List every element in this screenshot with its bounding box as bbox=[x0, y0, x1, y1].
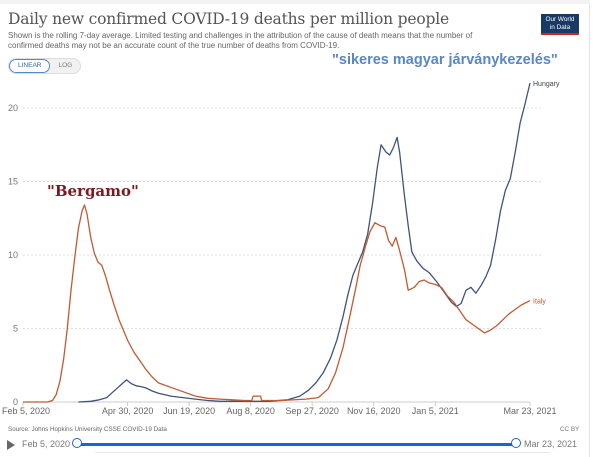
x-tick-label: Apr 30, 2020 bbox=[102, 406, 154, 416]
logo-line-1: Our World bbox=[545, 16, 575, 23]
tab-bar-divider bbox=[95, 452, 550, 453]
chart-title: Daily new confirmed COVID-19 deaths per … bbox=[8, 10, 449, 28]
owid-logo[interactable]: Our World in Data bbox=[541, 14, 579, 35]
x-tick-label: Jun 19, 2020 bbox=[163, 406, 215, 416]
italy-annotation: "Bergamo" bbox=[47, 182, 139, 200]
logo-line-2: in Data bbox=[549, 23, 571, 31]
x-axis-ticks: Feb 5, 2020 Apr 30, 2020 Jun 19, 2020 Aug 8… bbox=[2, 402, 557, 416]
license-label[interactable]: CC BY bbox=[560, 426, 580, 433]
y-tick-label: 5 bbox=[13, 324, 18, 334]
y-tick-label: 15 bbox=[8, 177, 18, 187]
x-tick-label: Nov 16, 2020 bbox=[347, 406, 401, 416]
series-line-italy[interactable] bbox=[23, 204, 531, 403]
y-axis-ticks: 0 5 10 15 20 bbox=[8, 103, 18, 407]
x-tick-label: Aug 8, 2020 bbox=[226, 406, 275, 416]
line-chart: 0 5 10 15 20 Feb 5, 2020 Apr 30, 2020 Jun 19, … bbox=[2, 81, 560, 416]
source-note[interactable]: Source: Johns Hopkins University CSSE CO… bbox=[8, 426, 167, 433]
y-tick-label: 10 bbox=[8, 250, 18, 260]
play-icon[interactable] bbox=[7, 440, 15, 450]
x-tick-label: Feb 5, 2020 bbox=[2, 406, 50, 416]
log-scale-button[interactable]: LOG bbox=[58, 62, 73, 69]
series-labels: Hungary Italy bbox=[533, 81, 560, 306]
x-tick-label: Jan 5, 2021 bbox=[412, 406, 459, 416]
linear-scale-button[interactable]: LINEAR bbox=[9, 59, 51, 73]
scale-toggle: LINEAR LOG bbox=[8, 58, 82, 74]
y-tick-label: 0 bbox=[13, 397, 18, 407]
timeline-start-label: Feb 5, 2020 bbox=[22, 439, 71, 449]
hungary-annotation: "sikeres magyar járványkezelés" bbox=[332, 52, 558, 68]
timeline-end-handle[interactable] bbox=[511, 438, 521, 448]
timeline-end-label: Mar 23, 2021 bbox=[524, 439, 578, 449]
gridlines bbox=[23, 107, 542, 403]
x-tick-label: Sep 27, 2020 bbox=[285, 406, 339, 416]
x-tick-label: Mar 23, 2021 bbox=[503, 406, 556, 416]
top-divider bbox=[0, 0, 590, 4]
series-label-hungary[interactable]: Hungary bbox=[533, 81, 560, 88]
timeline-track[interactable] bbox=[77, 443, 517, 446]
chart-subtitle: Shown is the rolling 7-day average. Limi… bbox=[8, 31, 473, 50]
series-lines bbox=[23, 82, 531, 403]
timeline-start-handle[interactable] bbox=[72, 438, 82, 448]
y-tick-label: 20 bbox=[8, 103, 18, 113]
series-label-italy[interactable]: Italy bbox=[533, 299, 546, 306]
series-line-hungary[interactable] bbox=[78, 82, 531, 403]
